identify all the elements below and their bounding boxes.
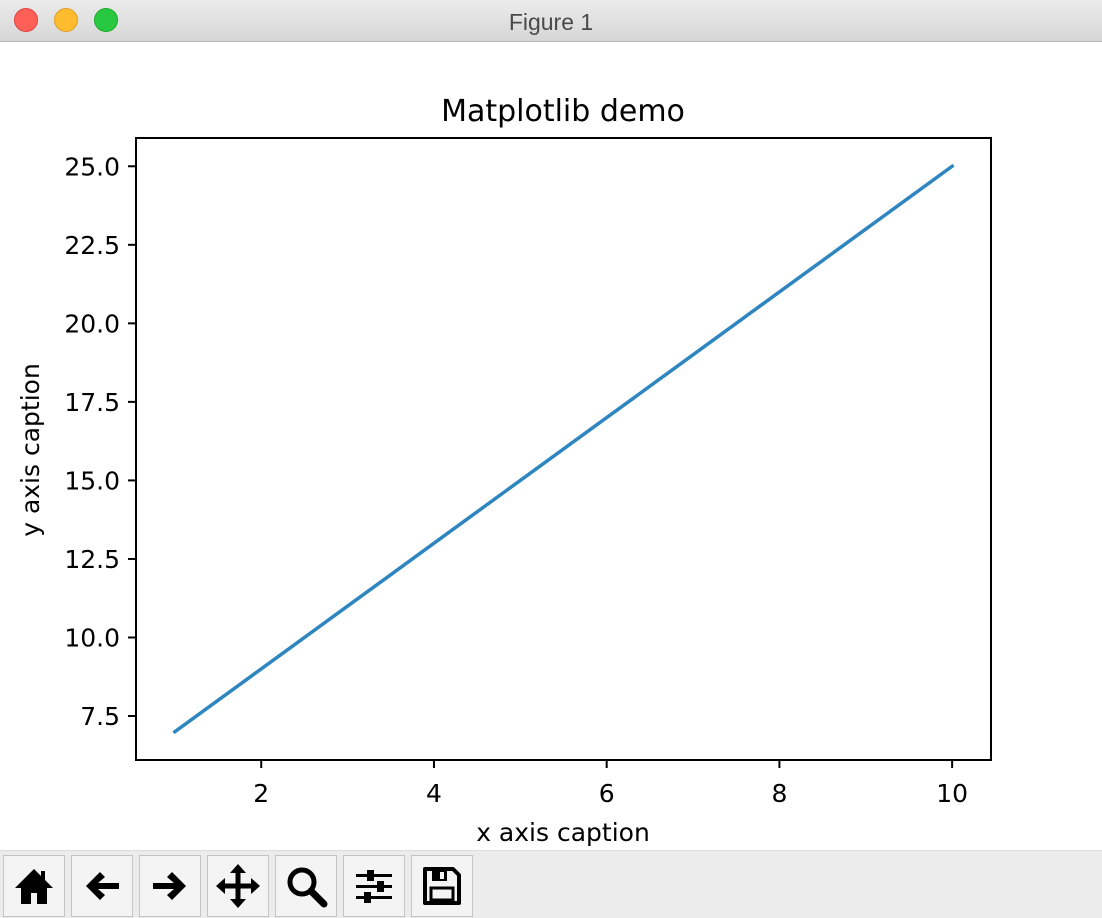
x-tick-label: 4 [426,779,442,808]
y-tick-label: 17.5 [64,388,120,417]
y-tick-label: 10.0 [64,623,120,652]
zoom-window-button[interactable] [94,8,118,32]
x-tick-label: 2 [253,779,269,808]
y-tick-label: 12.5 [64,545,120,574]
x-axis-label: x axis caption [476,818,650,847]
y-tick-label: 25.0 [64,152,120,181]
x-tick-label: 6 [599,779,615,808]
sliders-icon [356,870,392,903]
x-tick-label: 10 [936,779,968,808]
configure-subplots-button[interactable] [343,855,405,917]
move-icon [216,864,260,908]
forward-button[interactable] [139,855,201,917]
y-tick-label: 15.0 [64,466,120,495]
save-button[interactable] [411,855,473,917]
floppy-disk-icon [423,867,461,905]
back-button[interactable] [71,855,133,917]
magnifier-icon [287,867,328,908]
chart-title: Matplotlib demo [441,94,685,129]
title-bar: Figure 1 [0,0,1102,42]
series-layer [172,163,955,735]
arrow-left-icon [86,872,119,900]
y-tick-label: 7.5 [80,702,120,731]
zoom-button[interactable] [275,855,337,917]
y-tick-label: 20.0 [64,309,120,338]
series-line [172,163,955,735]
navigation-toolbar [0,850,1102,918]
home-button[interactable] [3,855,65,917]
y-axis: 7.5 10.0 12.5 15.0 17.5 20.0 22.5 25.0 [64,152,136,731]
arrow-right-icon [153,872,186,900]
figure-canvas[interactable]: Matplotlib demo 2 4 6 8 10 7.5 10.0 12.5 15.0 17… [0,42,1102,850]
line-chart: Matplotlib demo 2 4 6 8 10 7.5 10.0 12.5 15.0 17… [16,94,992,847]
y-axis-label: y axis caption [16,363,45,537]
minimize-window-button[interactable] [54,8,78,32]
x-tick-label: 8 [771,779,787,808]
close-window-button[interactable] [14,8,38,32]
window-title: Figure 1 [508,9,594,35]
y-tick-label: 22.5 [64,231,120,260]
x-axis: 2 4 6 8 10 [253,760,968,808]
home-icon [15,869,53,904]
pan-button[interactable] [207,855,269,917]
